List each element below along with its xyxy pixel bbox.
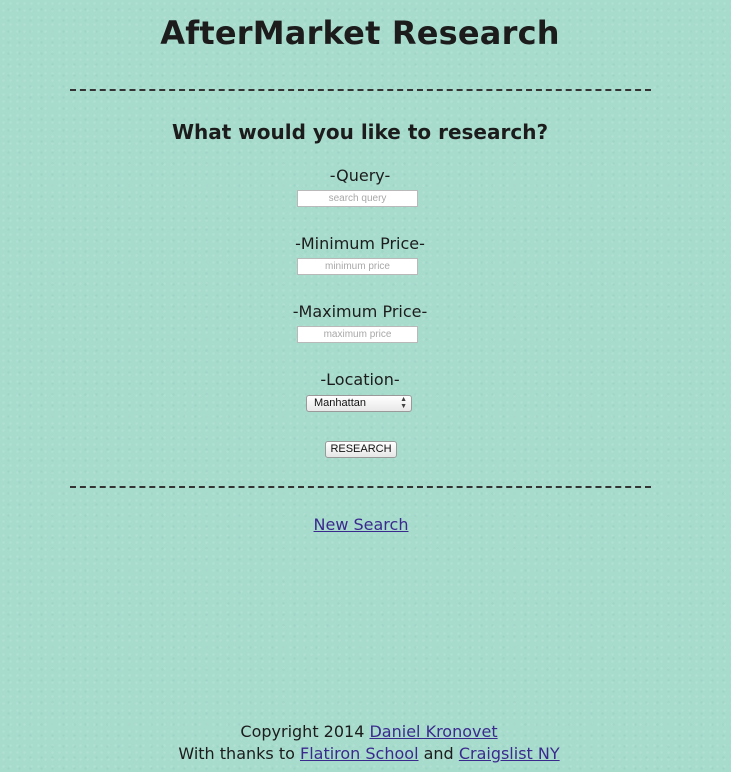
- max-price-input[interactable]: [297, 326, 418, 343]
- query-input[interactable]: [297, 190, 418, 207]
- copyright-text: Copyright 2014: [240, 722, 365, 741]
- max-price-label: -Maximum Price-: [292, 302, 428, 321]
- page-title: AfterMarket Research: [160, 14, 560, 52]
- new-search-container: New Search: [0, 515, 722, 534]
- thanks-text: With thanks to: [178, 744, 295, 763]
- footer-copyright: Copyright 2014 Daniel Kronovet: [0, 722, 731, 741]
- min-price-input[interactable]: [297, 258, 418, 275]
- query-label: -Query-: [329, 166, 391, 185]
- location-select[interactable]: Manhattan ▲ ▼: [306, 395, 412, 412]
- top-divider: [70, 89, 651, 91]
- flatiron-link[interactable]: Flatiron School: [299, 744, 419, 763]
- location-selected-value: Manhattan: [314, 397, 366, 409]
- min-price-label: -Minimum Price-: [295, 234, 425, 253]
- up-down-chevron-icon: ▲ ▼: [400, 396, 407, 410]
- form-heading: What would you like to research?: [171, 120, 549, 144]
- new-search-link[interactable]: New Search: [313, 515, 409, 534]
- author-link[interactable]: Daniel Kronovet: [369, 722, 498, 741]
- craigslist-link[interactable]: Craigslist NY: [458, 744, 560, 763]
- and-text: and: [423, 744, 454, 763]
- bottom-divider: [70, 486, 651, 488]
- location-label: -Location-: [320, 370, 400, 389]
- research-button[interactable]: RESEARCH: [325, 441, 397, 458]
- footer-thanks: With thanks to Flatiron School and Craig…: [0, 744, 731, 763]
